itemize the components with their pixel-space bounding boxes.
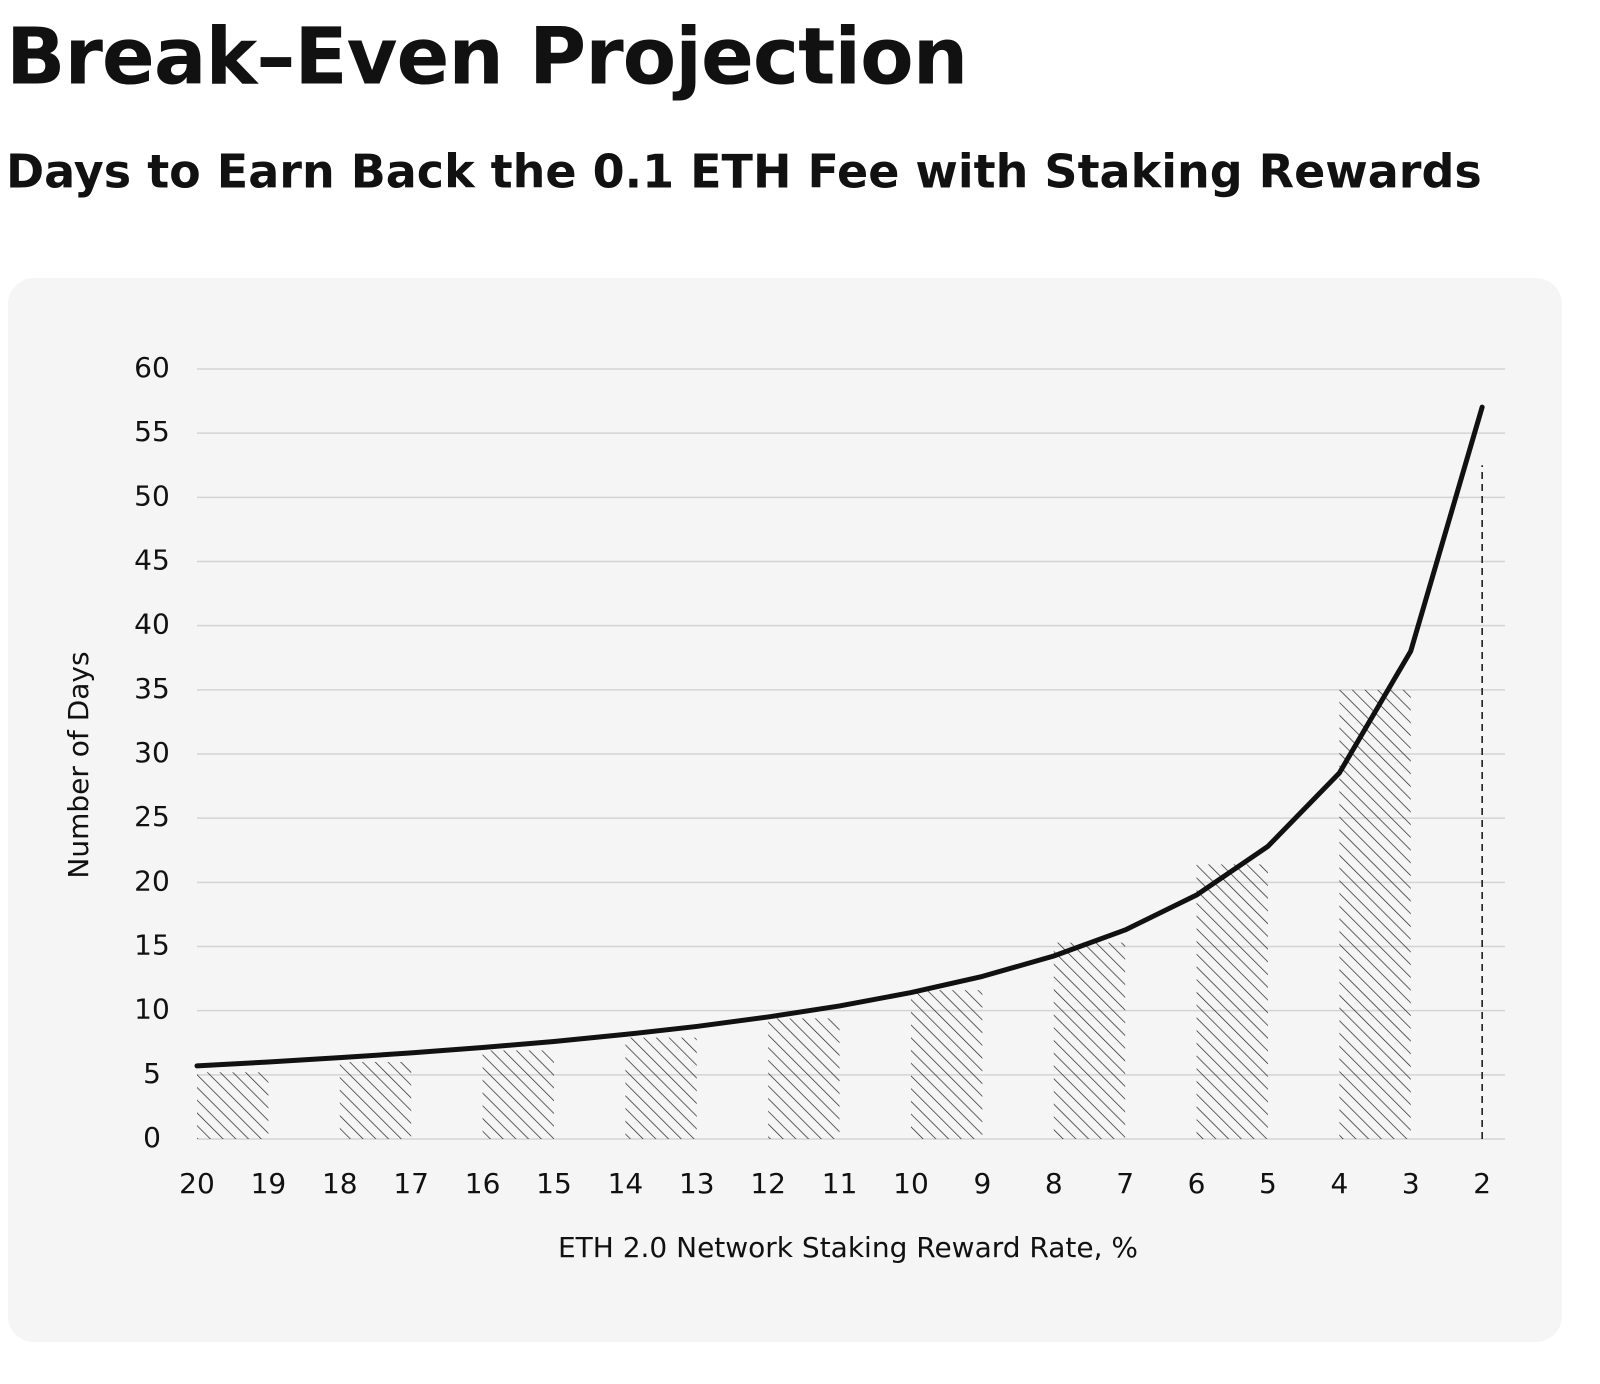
- x-tick-label: 7: [1116, 1167, 1134, 1200]
- hatched-bar: [910, 990, 983, 1139]
- x-tick-label: 10: [893, 1167, 929, 1200]
- x-tick-label: 2: [1473, 1167, 1491, 1200]
- hatched-bar: [339, 1062, 412, 1139]
- hatched-bar: [482, 1050, 554, 1139]
- y-tick-label: 40: [134, 608, 170, 641]
- y-tick-label: 10: [134, 993, 170, 1026]
- y-tick-label: 20: [134, 864, 170, 897]
- x-tick-label: 13: [679, 1167, 715, 1200]
- x-axis-title: ETH 2.0 Network Staking Reward Rate, %: [558, 1231, 1138, 1264]
- y-tick-label: 15: [134, 929, 170, 962]
- y-tick-label: 45: [134, 544, 170, 577]
- x-tick-label: 9: [973, 1167, 991, 1200]
- x-tick-label: 3: [1402, 1167, 1420, 1200]
- hatched-bar: [1339, 689, 1411, 1139]
- y-tick-label: 35: [134, 672, 170, 705]
- x-tick-label: 19: [251, 1167, 287, 1200]
- x-tick-label: 20: [179, 1167, 215, 1200]
- y-axis-title: Number of Days: [62, 651, 95, 878]
- y-tick-label: 55: [134, 415, 170, 448]
- x-tick-label: 18: [322, 1167, 358, 1200]
- x-tick-label: 16: [465, 1167, 501, 1200]
- y-tick-label: 30: [134, 736, 170, 769]
- chart-subtitle: Days to Earn Back the 0.1 ETH Fee with S…: [6, 145, 1482, 199]
- hatched-bar: [768, 1018, 840, 1139]
- y-tick-label: 60: [134, 351, 170, 384]
- line: [194, 404, 1485, 1069]
- x-tick-label: 6: [1188, 1167, 1206, 1200]
- x-tick-label: 15: [536, 1167, 572, 1200]
- hatched-bar: [625, 1037, 697, 1139]
- x-tick-label: 8: [1045, 1167, 1063, 1200]
- hatched-bar: [1053, 942, 1126, 1139]
- x-tick-label: 14: [608, 1167, 644, 1200]
- x-tick-label: 12: [750, 1167, 786, 1200]
- x-tick-label: 17: [393, 1167, 429, 1200]
- y-tick-label: 50: [134, 479, 170, 512]
- x-tick-label: 5: [1259, 1167, 1277, 1200]
- hatched-bar: [1196, 864, 1268, 1139]
- hatched-bar: [197, 1072, 269, 1139]
- y-tick-label: 5: [143, 1057, 161, 1090]
- y-tick-label: 25: [134, 800, 170, 833]
- x-tick-label: 11: [822, 1167, 858, 1200]
- chart-title: Break–Even Projection: [6, 12, 967, 102]
- y-tick-label: 0: [143, 1121, 161, 1154]
- x-tick-label: 4: [1330, 1167, 1348, 1200]
